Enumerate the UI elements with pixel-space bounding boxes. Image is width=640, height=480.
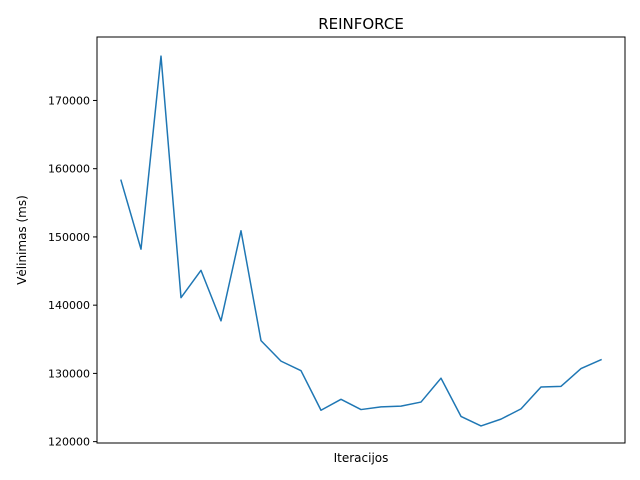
y-tick-label: 150000 — [48, 231, 90, 244]
y-axis-ticks: 120000 130000 140000 150000 160000 170000 — [48, 94, 97, 449]
y-tick-label: 120000 — [48, 436, 90, 449]
chart-title: REINFORCE — [318, 15, 404, 33]
y-tick-label: 140000 — [48, 299, 90, 312]
y-tick-label: 170000 — [48, 94, 90, 107]
series-line-latency — [120, 55, 602, 427]
y-axis-label: Vėlinimas (ms) — [15, 195, 29, 285]
x-axis-label: Iteracijos — [334, 451, 389, 465]
y-tick-label: 160000 — [48, 163, 90, 176]
plot-area-frame — [96, 36, 626, 444]
y-tick-label: 130000 — [48, 367, 90, 380]
